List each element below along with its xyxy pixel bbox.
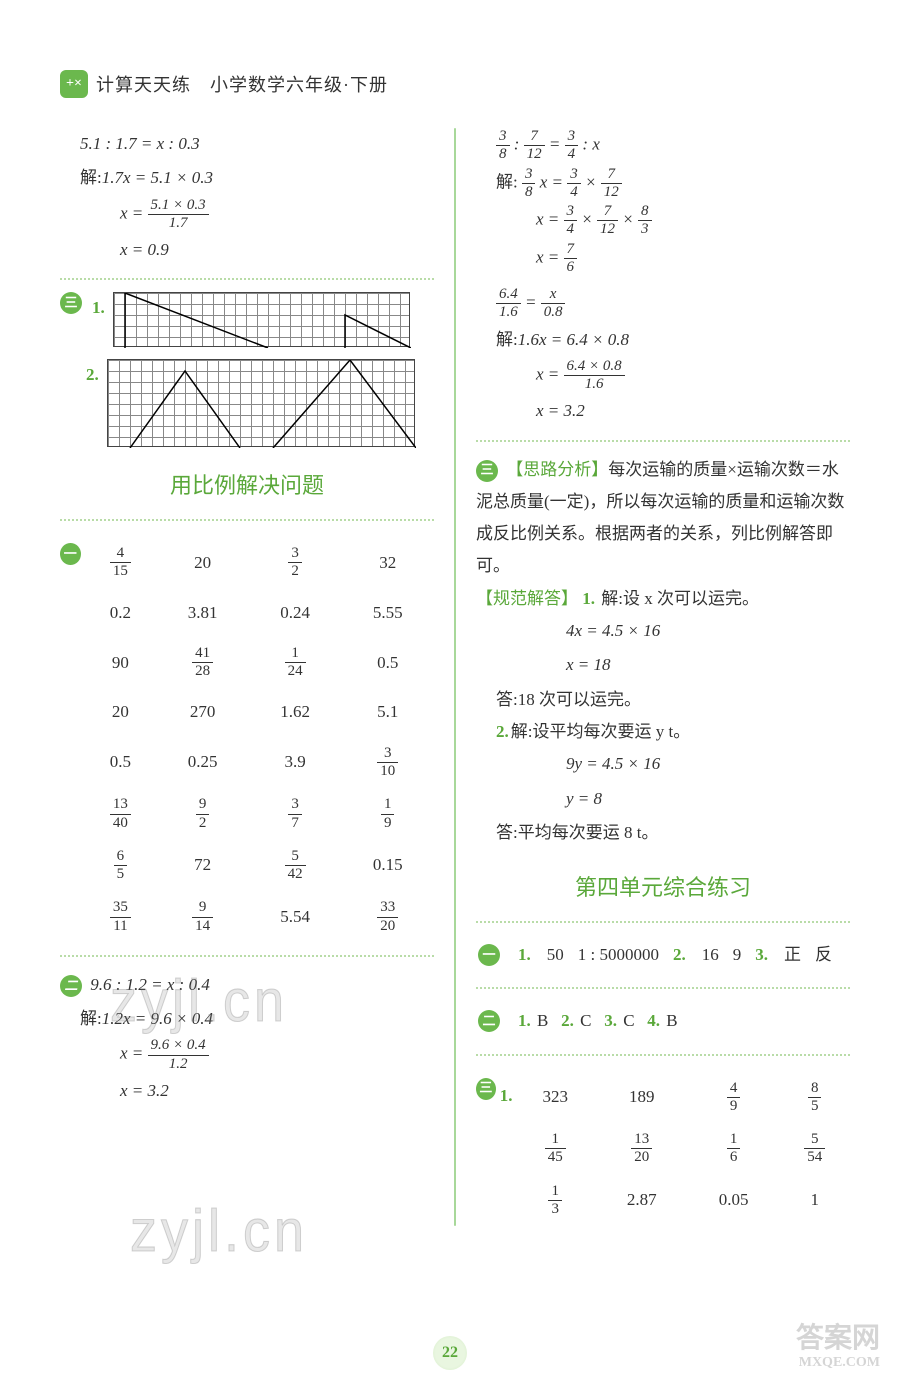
table-cell: 0.05 [688,1175,780,1227]
separator [60,519,434,521]
grid-2-row: 2. [86,359,434,447]
table-cell: 3.9 [249,737,342,789]
table-cell: 3.81 [156,589,249,637]
separator [476,921,850,923]
equation-block-B: 6.41.6 = x0.8 解:1.6x = 6.4 × 0.8 x = 6.4… [476,286,850,428]
analysis-block: 三 【思路分析】每次运输的质量×运输次数＝水泥总质量(一定)，所以每次运输的质量… [476,454,850,583]
table-cell: 145 [514,1123,595,1175]
table-cell: 49 [688,1072,780,1124]
table-cell: 124 [249,637,342,689]
eq1-line1: 5.1 : 1.7 = x : 0.3 [80,128,434,160]
table-cell: 20 [156,537,249,589]
grid-1 [113,292,410,347]
table-cell: 92 [156,788,249,840]
eq1-line2: 1.7x = 5.1 × 0.3 [102,168,213,187]
badge-two: 二 [60,975,82,997]
table-cell: 2.87 [596,1175,688,1227]
table-cell: 914 [156,891,249,943]
table-cell: 0.25 [156,737,249,789]
table-cell: 0.5 [341,637,434,689]
table-cell: 1.62 [249,688,342,736]
table-cell: 3320 [341,891,434,943]
table-cell: 3511 [85,891,157,943]
table-cell: 0.5 [85,737,157,789]
table-cell: 0.24 [249,589,342,637]
equation-block-2: 二 9.6 : 1.2 = x : 0.4 解:1.2x = 9.6 × 0.4… [60,969,434,1107]
table-cell: 5.1 [341,688,434,736]
fraction: 5.1 × 0.31.7 [148,197,209,233]
eq1-line4: x = 0.9 [120,234,434,266]
separator [476,440,850,442]
table-cell: 0.15 [341,840,434,892]
table-cell: 4128 [156,637,249,689]
table-cell: 323 [514,1072,595,1124]
section-title-2: 第四单元综合练习 [476,867,850,909]
table-cell: 37 [249,788,342,840]
left-column: 5.1 : 1.7 = x : 0.3 解:1.7x = 5.1 × 0.3 x… [60,128,434,1226]
table-cell: 72 [156,840,249,892]
column-divider [454,128,456,1226]
table-cell: 189 [596,1072,688,1124]
grid-1-row: 三 1. [60,292,434,347]
table-cell: 16 [688,1123,780,1175]
grid-2 [107,359,415,447]
table-cell: 270 [156,688,249,736]
table-cell: 65 [85,840,157,892]
separator [60,278,434,280]
equation-block-1: 5.1 : 1.7 = x : 0.3 解:1.7x = 5.1 × 0.3 x… [60,128,434,266]
table-cell: 0.2 [85,589,157,637]
table-cell: 19 [341,788,434,840]
table-cell: 20 [85,688,157,736]
table-cell: 90 [85,637,157,689]
table-cell: 5.55 [341,589,434,637]
equation-block-A: 38 : 712 = 34 : x 解: 38 x = 34 × 712 x =… [476,128,850,276]
table-cell: 310 [341,737,434,789]
table-cell: 1 [779,1175,850,1227]
answer-row-2: 二 1. B 2. C 3. C 4. B [476,1001,850,1041]
table-cell: 554 [779,1123,850,1175]
answer-row-3: 三 1. 3231894985145132016554132.870.051 [476,1068,850,1227]
answer-table: 4152032320.23.810.245.559041281240.52027… [85,537,434,943]
separator [60,955,434,957]
section-title-1: 用比例解决问题 [60,465,434,507]
table-cell: 13 [514,1175,595,1227]
badge-three: 三 [60,292,82,314]
table-cell: 415 [85,537,157,589]
page-header: +× 计算天天练 小学数学六年级·下册 [60,70,850,98]
corner-logo: 答案网MXQE.COM [796,1324,880,1370]
right-column: 38 : 712 = 34 : x 解: 38 x = 34 × 712 x =… [476,128,850,1226]
table-cell: 1340 [85,788,157,840]
table-cell: 32 [249,537,342,589]
logo-icon: +× [60,70,88,98]
table-cell: 1320 [596,1123,688,1175]
table-cell: 542 [249,840,342,892]
page-number: 22 [433,1336,467,1370]
solve-label: 解: [80,168,102,187]
badge-three: 三 [476,460,498,482]
badge-one: 一 [60,543,81,565]
table-cell: 5.54 [249,891,342,943]
answer-row-1: 一 1.50 1 : 5000000 2.16 9 3.正 反 [476,935,850,975]
table-cell: 32 [341,537,434,589]
table-cell: 85 [779,1072,850,1124]
header-title: 计算天天练 小学数学六年级·下册 [96,71,388,97]
